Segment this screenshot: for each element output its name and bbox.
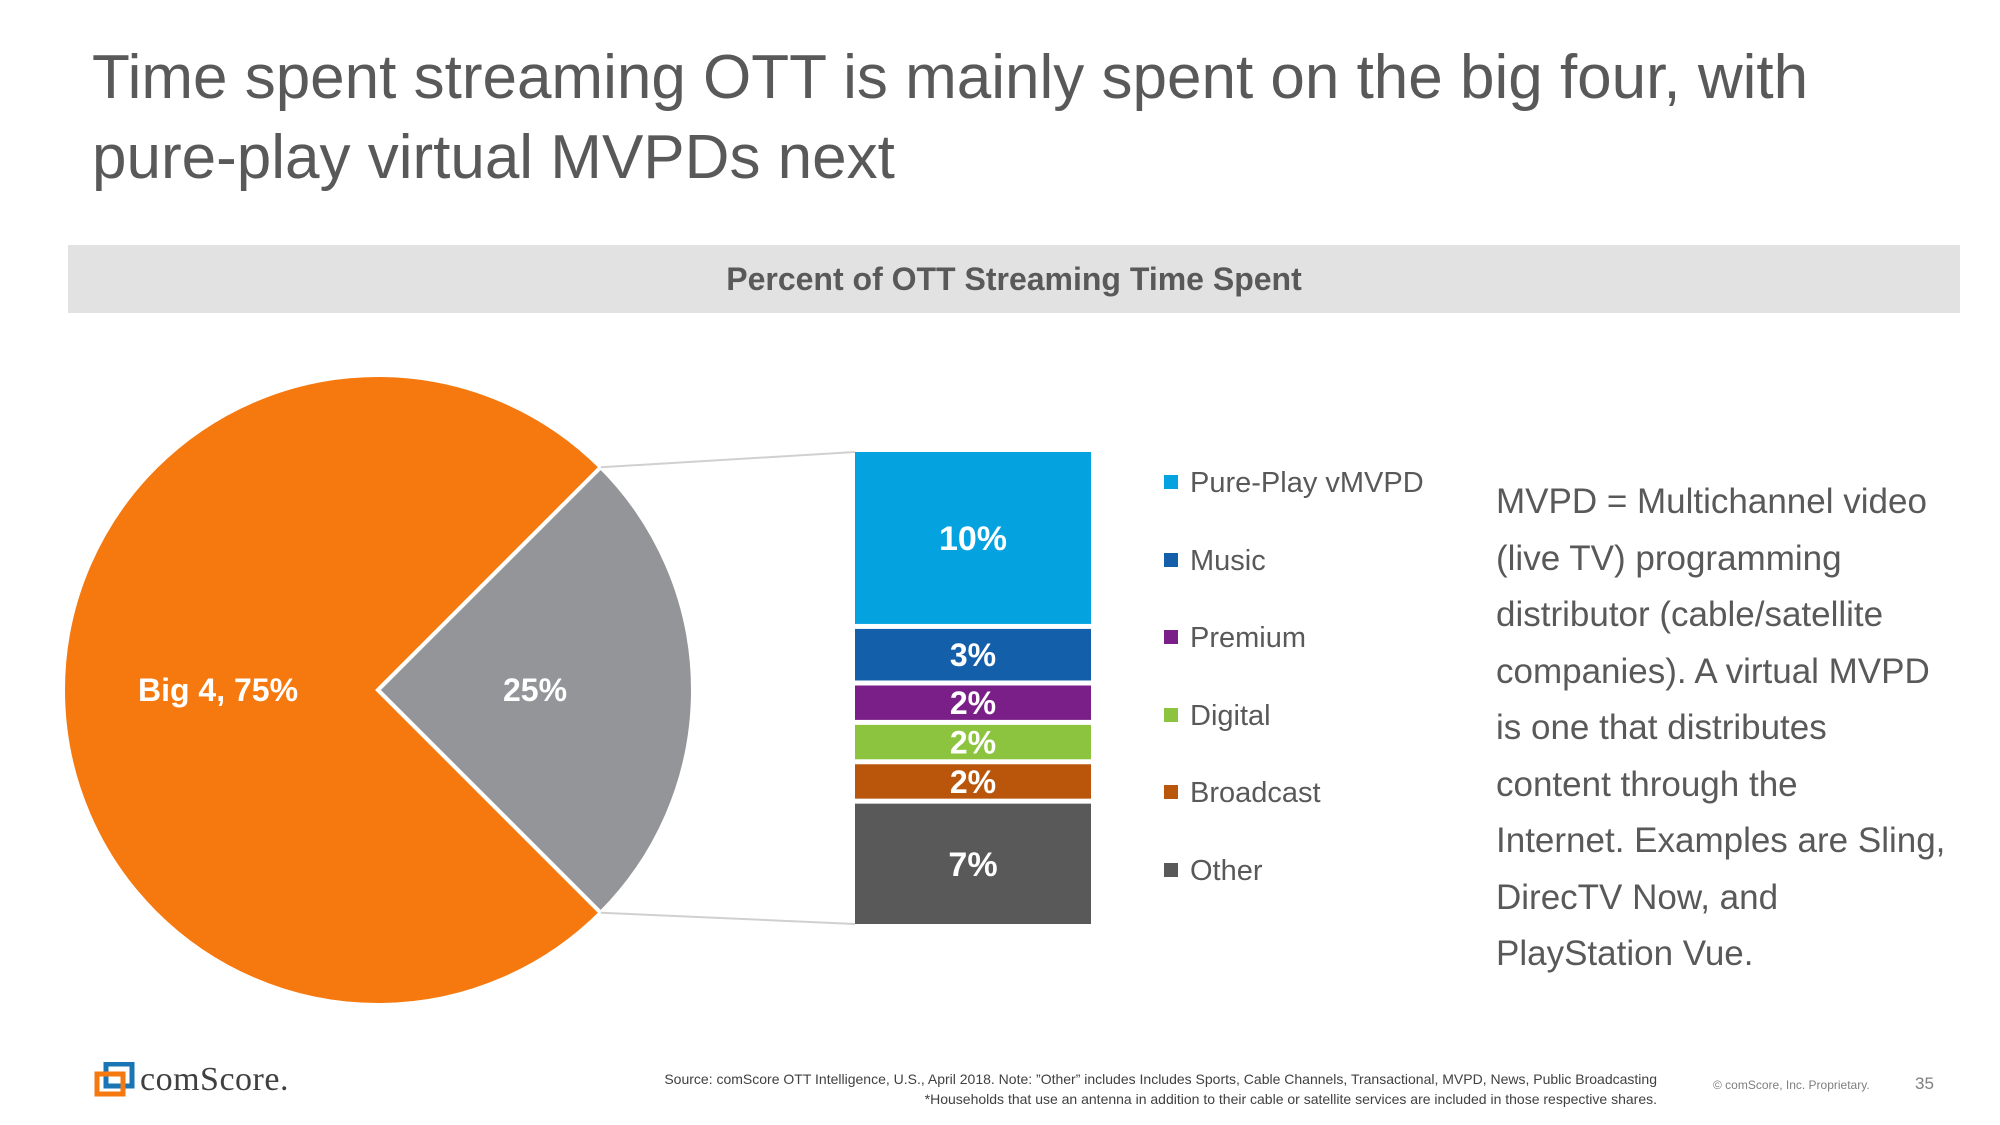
legend-item-digital: Digital [1164, 698, 1271, 734]
legend-swatch-broadcast [1164, 785, 1178, 800]
legend-item-broadcast: Broadcast [1164, 775, 1321, 811]
bar-label-music: 3% [950, 637, 996, 673]
legend-item-music: Music [1164, 543, 1266, 579]
page-number: 35 [1915, 1074, 1934, 1093]
legend-swatch-premium [1164, 630, 1178, 645]
legend-swatch-digital [1164, 707, 1178, 722]
pie-label-big-4: Big 4, 75% [138, 672, 298, 708]
legend-label-pure-play-vmvpd: Pure-Play vMVPD [1190, 467, 1424, 499]
bar-segment-digital [855, 724, 1091, 760]
note-line-8: DirecTV Now, and [1496, 877, 1779, 917]
note-line-9: PlayStation Vue. [1496, 934, 1754, 973]
pie-slice-rest [375, 464, 696, 916]
bar-segment-other [855, 803, 1091, 924]
legend-item-pure-play-vmvpd: Pure-Play vMVPD [1164, 465, 1424, 501]
chart-title-banner: Percent of OTT Streaming Time Spent [68, 245, 1960, 313]
bar-label-pure-play-vmvpd: 10% [939, 520, 1007, 558]
copyright-text: © comScore, Inc. Proprietary. [1713, 1078, 1870, 1092]
comscore-logo-text: comScore. [140, 1061, 289, 1098]
legend-label-digital: Digital [1190, 699, 1271, 732]
note-line-6: content through the [1496, 764, 1798, 804]
legend-label-other: Other [1190, 854, 1263, 887]
note-line-1: MVPD = Multichannel video [1496, 482, 1927, 521]
note-line-4: companies). A virtual MVPD [1496, 651, 1930, 691]
bar-label-broadcast: 2% [950, 764, 996, 800]
source-line-1: Source: comScore OTT Intelligence, U.S.,… [664, 1071, 1657, 1087]
source-note: Source: comScore OTT Intelligence, U.S.,… [664, 1069, 1657, 1109]
source-line-2: *Households that use an antenna in addit… [924, 1091, 1657, 1107]
note-line-5: is one that distributes [1496, 708, 1827, 747]
pie-slice-big-4 [61, 373, 604, 1007]
bar-label-premium: 2% [950, 685, 996, 721]
slide-title: Time spent streaming OTT is mainly spent… [92, 38, 1892, 198]
legend-swatch-other [1164, 862, 1178, 877]
legend-swatch-music [1164, 552, 1178, 567]
slide-title-line-1: Time spent streaming OTT is mainly spent… [92, 43, 1809, 112]
note-line-7: Internet. Examples are Sling, [1496, 821, 1946, 860]
mvpd-definition-note: MVPD = Multichannel video (live TV) progr… [1496, 474, 1976, 983]
bar-segment-pure-play-vmvpd [855, 452, 1091, 624]
legend-swatch-pure-play-vmvpd [1164, 475, 1178, 490]
connector-line-top [600, 451, 856, 469]
slide-title-line-2: pure-play virtual MVPDs next [92, 123, 895, 192]
connector-line-bottom [600, 911, 856, 925]
bar-label-digital: 2% [950, 725, 996, 761]
chart-title: Percent of OTT Streaming Time Spent [726, 261, 1302, 297]
bar-segment-music [855, 628, 1091, 681]
legend-label-premium: Premium [1190, 622, 1307, 654]
bar-segment-broadcast [855, 764, 1091, 799]
bar-label-other: 7% [948, 846, 997, 884]
pie-label-rest: 25% [503, 672, 567, 708]
note-line-3: distributor (cable/satellite [1496, 595, 1884, 634]
bar-segment-premium [855, 685, 1091, 720]
note-line-2: (live TV) programming [1496, 538, 1842, 578]
comscore-logo-icon [94, 1061, 135, 1097]
legend-label-music: Music [1190, 544, 1266, 577]
legend-label-broadcast: Broadcast [1190, 777, 1321, 809]
legend-item-premium: Premium [1164, 620, 1306, 656]
legend-item-other: Other [1164, 853, 1263, 889]
comscore-logo: comScore. [94, 1061, 288, 1098]
